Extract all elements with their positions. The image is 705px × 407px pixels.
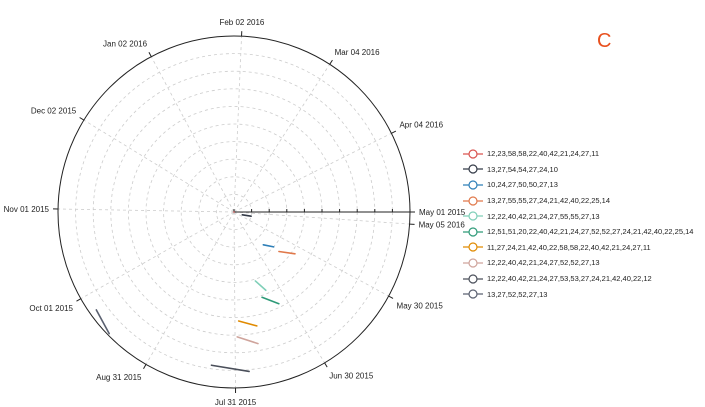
series-line <box>241 214 252 217</box>
legend-item: 12,23,58,58,22,40,42,21,24,27,11 <box>463 146 693 162</box>
corner-letter: C <box>597 30 612 52</box>
angular-tick-label: Aug 31 2015 <box>96 373 142 382</box>
legend-swatch <box>463 289 483 299</box>
angular-tick-label: May 30 2015 <box>397 301 444 310</box>
legend-swatch <box>463 180 483 190</box>
series-line <box>254 280 267 292</box>
legend-item: 12,51,51,20,22,40,42,21,24,27,52,52,27,2… <box>463 224 693 240</box>
angular-tick <box>76 298 82 302</box>
grid-spoke <box>233 211 389 297</box>
series-line <box>237 320 258 327</box>
legend-swatch <box>463 258 483 268</box>
angular-tick <box>329 59 333 65</box>
legend-label: 12,23,58,58,22,40,42,21,24,27,11 <box>487 149 600 159</box>
series-line <box>262 243 275 248</box>
legend-swatch <box>463 227 483 237</box>
grid-spoke <box>233 36 242 213</box>
legend: 12,23,58,58,22,40,42,21,24,27,11 13,27,54… <box>463 146 693 302</box>
grid-spoke <box>233 64 331 213</box>
legend-label: 11,27,24,21,42,40,22,58,58,22,40,42,21,2… <box>487 242 651 252</box>
legend-swatch <box>463 164 483 174</box>
legend-swatch <box>463 242 483 252</box>
grid-spoke <box>150 56 235 213</box>
legend-label: 12,51,51,20,22,40,42,21,24,27,52,52,27,2… <box>487 227 694 237</box>
axis-layer <box>53 31 415 393</box>
legend-label: 13,27,55,55,27,24,21,42,40,22,25,14 <box>487 196 611 206</box>
legend-swatch <box>463 211 483 221</box>
legend-label: 12,22,40,42,21,24,27,52,52,27,13 <box>487 258 600 268</box>
series-line <box>261 296 280 305</box>
angular-tick-label: Oct 01 2015 <box>29 304 73 313</box>
angular-tick <box>148 52 152 57</box>
angular-tick <box>324 362 328 368</box>
series-line <box>236 336 259 345</box>
legend-item: 11,27,24,21,42,40,22,58,58,22,40,42,21,2… <box>463 240 693 256</box>
legend-label: 12,22,40,42,21,24,27,53,53,27,24,21,42,4… <box>487 274 652 284</box>
angular-tick-label: Dec 02 2015 <box>31 106 77 115</box>
grid-spoke <box>58 208 235 213</box>
legend-item: 12,22,40,42,21,24,27,53,53,27,24,21,42,4… <box>463 271 693 287</box>
grid-spoke <box>233 211 236 388</box>
angular-tick-label: Nov 01 2015 <box>4 205 50 214</box>
legend-item: 13,27,52,52,27,13 <box>463 286 693 302</box>
angular-tick <box>388 295 394 299</box>
angular-tick-label: Jun 30 2015 <box>329 372 374 381</box>
angular-tick-label: Feb 02 2016 <box>219 18 264 27</box>
grid-spoke <box>233 211 410 225</box>
series-line <box>95 309 111 335</box>
grid-spoke <box>83 119 235 213</box>
series-line <box>278 250 296 255</box>
angular-tick-label: Jan 02 2016 <box>103 40 148 49</box>
series-line <box>210 364 250 373</box>
legend-swatch <box>463 273 483 284</box>
grid-spoke <box>233 132 392 213</box>
legend-label: 13,27,52,52,27,13 <box>487 289 548 299</box>
legend-swatch <box>463 195 483 206</box>
legend-item: 12,22,40,42,21,24,27,52,52,27,13 <box>463 255 693 271</box>
angular-tick-label: Jul 31 2015 <box>215 398 257 407</box>
legend-item: 10,24,27,50,50,27,13 <box>463 177 693 193</box>
grid-spoke <box>80 211 235 300</box>
legend-item: 13,27,55,55,27,24,21,42,40,22,25,14 <box>463 193 693 209</box>
legend-item: 13,27,54,54,27,24,10 <box>463 162 693 178</box>
angular-tick <box>143 364 147 370</box>
angular-tick <box>391 130 397 134</box>
legend-item: 12,22,40,42,21,24,27,55,55,27,13 <box>463 208 693 224</box>
legend-label: 13,27,54,54,27,24,10 <box>487 164 558 174</box>
legend-label: 10,24,27,50,50,27,13 <box>487 180 558 190</box>
angular-tick-label: May 01 2015 <box>419 208 466 217</box>
legend-swatch <box>463 149 483 159</box>
angular-tick <box>79 117 85 121</box>
series-layer <box>95 211 296 373</box>
legend-label: 12,22,40,42,21,24,27,55,55,27,13 <box>487 211 600 221</box>
angular-tick-label: Apr 04 2016 <box>399 120 443 129</box>
tick-label-layer: May 01 2015 May 30 2015 Jun 30 2015 Jul 31 … <box>4 18 466 407</box>
grid-spoke <box>233 211 325 364</box>
angular-tick-label: May 05 2016 <box>419 221 466 230</box>
grid-spoke <box>145 211 235 365</box>
angular-tick-label: Mar 04 2016 <box>335 48 380 57</box>
